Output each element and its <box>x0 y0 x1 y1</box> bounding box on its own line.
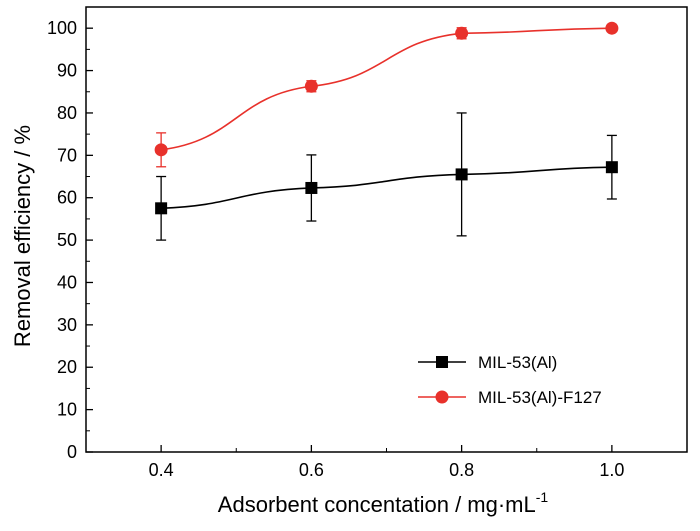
x-axis: 0.4 0.6 0.8 1.0 <box>149 445 624 480</box>
data-point <box>154 143 168 157</box>
data-point <box>155 202 168 215</box>
x-tick-label: 0.4 <box>149 460 174 480</box>
data-point <box>305 181 318 194</box>
legend-item-1: MIL-53(Al) <box>418 353 557 372</box>
legend-label: MIL-53(Al) <box>478 353 557 372</box>
series-2 <box>154 21 619 168</box>
legend-item-2: MIL-53(Al)-F127 <box>418 388 602 407</box>
data-point <box>605 21 619 35</box>
legend: MIL-53(Al) MIL-53(Al)-F127 <box>418 353 602 407</box>
legend-marker <box>436 356 448 368</box>
y-tick-label: 10 <box>57 400 77 420</box>
series-line <box>161 27 612 151</box>
data-point <box>605 161 618 174</box>
x-tick-label: 1.0 <box>599 460 624 480</box>
legend-marker <box>435 390 449 404</box>
x-tick-label: 0.8 <box>449 460 474 480</box>
series-layer <box>154 21 619 241</box>
data-point <box>304 79 318 93</box>
y-tick-label: 50 <box>57 230 77 250</box>
y-tick-label: 30 <box>57 315 77 335</box>
y-tick-label: 70 <box>57 145 77 165</box>
x-axis-title: Adsorbent concentation / mg·mL-1 <box>218 489 549 517</box>
y-tick-label: 100 <box>47 18 77 38</box>
x-axis-title-text: Adsorbent concentation / mg·mL <box>218 492 536 517</box>
y-tick-label: 90 <box>57 61 77 81</box>
y-tick-label: 80 <box>57 103 77 123</box>
y-tick-label: 40 <box>57 272 77 292</box>
y-axis-title: Removal efficiency / % <box>10 125 35 347</box>
series-line <box>161 166 612 210</box>
y-tick-label: 20 <box>57 357 77 377</box>
series-1 <box>155 112 618 241</box>
y-axis: 0 10 20 30 40 50 60 70 80 90 100 <box>47 18 93 462</box>
y-tick-label: 0 <box>67 442 77 462</box>
data-point <box>455 26 469 40</box>
data-point <box>455 168 468 181</box>
plot-frame <box>85 6 688 453</box>
y-tick-label: 60 <box>57 188 77 208</box>
plot-area <box>85 6 688 453</box>
x-axis-title-superscript: -1 <box>536 489 549 505</box>
legend-label: MIL-53(Al)-F127 <box>478 388 602 407</box>
x-tick-label: 0.6 <box>299 460 324 480</box>
